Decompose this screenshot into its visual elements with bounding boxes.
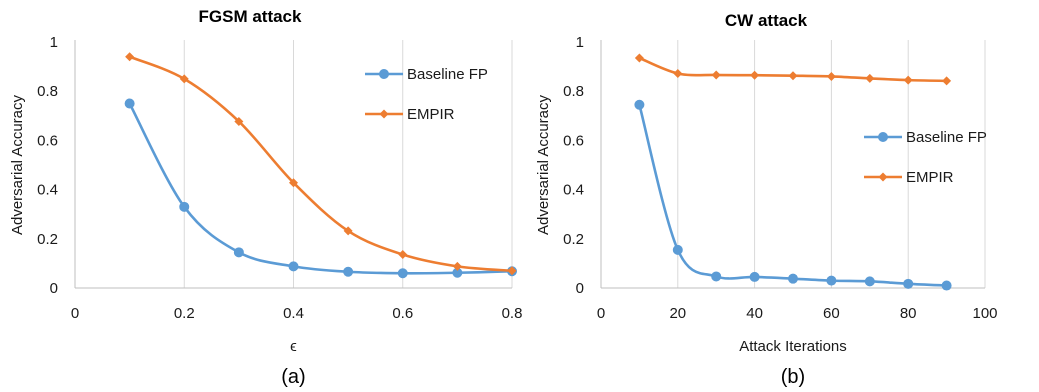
series-line-baseline-fp [638, 103, 948, 287]
y-tick-label: 0.6 [37, 132, 58, 149]
data-point [788, 273, 798, 284]
y-tick-label: 0 [50, 280, 58, 297]
x-tick-label: 60 [823, 305, 840, 322]
legend-label: Baseline FP [407, 66, 488, 83]
y-tick-label: 0.2 [37, 231, 58, 248]
chart-title: FGSM attack [199, 7, 303, 26]
data-point [398, 250, 408, 260]
x-tick-label: 0 [71, 305, 79, 322]
legend-marker [878, 132, 888, 142]
data-point [343, 226, 353, 236]
data-point [288, 261, 299, 272]
data-point [826, 275, 837, 286]
series-line-empir [128, 55, 514, 273]
data-point [941, 280, 952, 291]
data-point [125, 52, 135, 62]
y-axis-label: Adversarial Accuracy [535, 94, 552, 235]
data-point [179, 74, 189, 84]
data-point [179, 201, 190, 212]
data-point [903, 278, 914, 289]
y-tick-label: 1 [576, 34, 584, 51]
x-tick-label: 0.8 [502, 305, 523, 322]
y-tick-label: 0.4 [37, 182, 58, 199]
y-tick-label: 0.8 [563, 83, 584, 100]
series-line-baseline-fp [128, 102, 514, 275]
data-point [452, 267, 463, 278]
x-tick-label: 80 [900, 305, 917, 322]
panel-caption: (b) [781, 366, 805, 388]
legend-entry: Baseline FP [365, 66, 488, 83]
y-tick-label: 0 [576, 280, 584, 297]
x-axis-label: ϵ [290, 338, 297, 355]
y-tick-label: 0.2 [563, 231, 584, 248]
data-point [507, 266, 517, 276]
panel-caption: (a) [281, 366, 305, 388]
data-point [865, 73, 875, 83]
data-point [234, 116, 244, 126]
x-tick-label: 40 [746, 305, 763, 322]
x-tick-label: 0.2 [174, 305, 195, 322]
data-point [750, 70, 760, 80]
data-point [672, 244, 683, 255]
y-tick-label: 0.8 [37, 83, 58, 100]
data-point [343, 266, 354, 277]
data-point [289, 178, 298, 188]
data-point [634, 53, 644, 63]
data-point [397, 268, 408, 279]
legend-entry: Baseline FP [864, 129, 987, 146]
data-point [788, 71, 798, 81]
legend-label: Baseline FP [906, 129, 987, 146]
y-tick-label: 1 [50, 34, 58, 51]
x-tick-label: 0.4 [283, 305, 304, 322]
data-point [711, 271, 722, 282]
data-point [749, 271, 760, 282]
x-tick-label: 100 [972, 305, 997, 322]
y-tick-label: 0.6 [563, 132, 584, 149]
chart-title: CW attack [725, 11, 808, 30]
legend-entry: EMPIR [864, 169, 954, 186]
chart-panel-1: 0 0.2 0.4 0.6 0.8 1 0 0.2 0.4 0.6 0.8 FGSM attack Ad… [9, 7, 522, 388]
data-point [903, 75, 913, 85]
data-point [942, 76, 952, 86]
legend-entry: EMPIR [365, 106, 455, 123]
data-point [124, 98, 135, 109]
y-axis-label: Adversarial Accuracy [9, 94, 26, 235]
data-point [673, 68, 683, 78]
legend-label: EMPIR [906, 169, 954, 186]
x-tick-label: 0 [597, 305, 605, 322]
data-point [634, 99, 645, 110]
x-axis-label: Attack Iterations [739, 338, 847, 355]
legend-label: EMPIR [407, 106, 455, 123]
data-point [711, 70, 721, 80]
y-tick-label: 0.4 [563, 182, 584, 199]
data-point [826, 71, 836, 81]
legend-marker [379, 109, 389, 119]
legend-marker [878, 172, 888, 182]
chart-panel-2: 0 0.2 0.4 0.6 0.8 1 0 20 40 60 80 100 CW attack Adver… [535, 11, 998, 388]
x-tick-label: 0.6 [392, 305, 413, 322]
data-point [452, 261, 462, 271]
data-point [233, 247, 244, 258]
legend-marker [379, 69, 389, 79]
x-tick-label: 20 [669, 305, 686, 322]
data-point [864, 276, 875, 287]
